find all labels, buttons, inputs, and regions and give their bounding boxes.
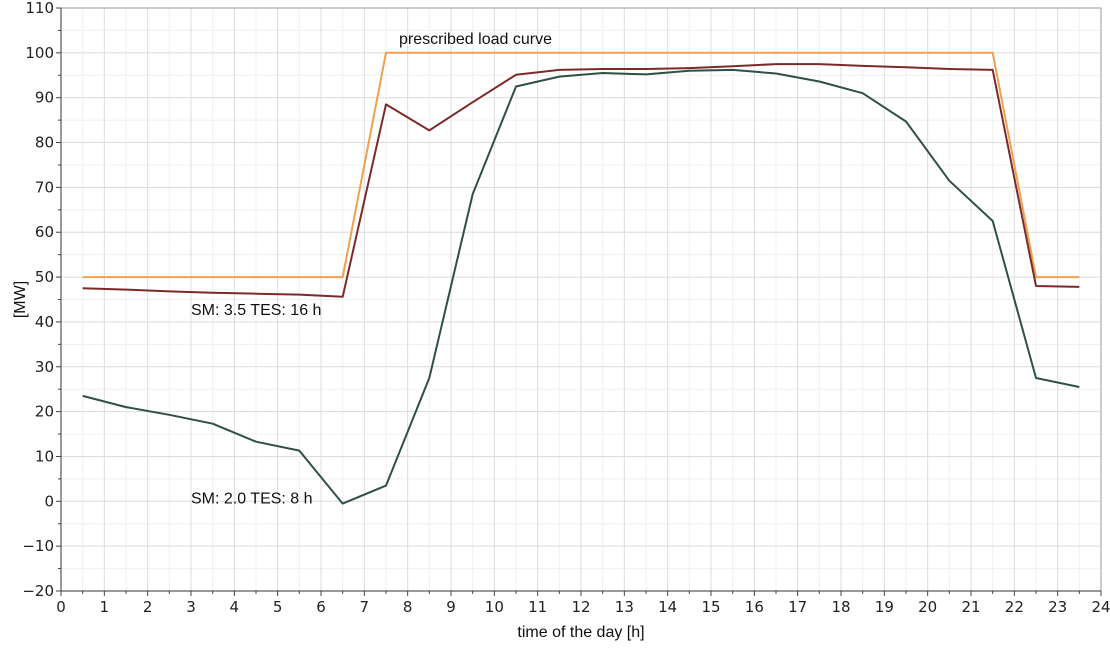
x-axis-label: time of the day [h] [517,624,644,641]
x-tick-label: 20 [918,598,937,616]
series-line-1 [82,51,1080,279]
y-tick-label: −10 [22,537,54,555]
annotations: prescribed load curve SM: 3.5 TES: 16 h SM… [191,31,552,508]
series-group [82,51,1080,505]
x-tick-label: 3 [186,598,196,616]
y-tick-label: 40 [35,313,54,331]
x-tick-label: 6 [316,598,326,616]
x-tick-label: 15 [701,598,720,616]
y-tick-label: 60 [35,223,54,241]
x-tick-label: 21 [961,598,980,616]
x-tick-label: 8 [403,598,413,616]
y-tick-label: 30 [35,358,54,376]
x-tick-label: 2 [143,598,153,616]
y-axis-label: [MW] [12,281,29,318]
x-tick-label: 18 [831,598,850,616]
y-tick-label: 90 [35,89,54,107]
y-tick-label: 100 [25,44,54,62]
annotation-label: SM: 2.0 TES: 8 h [191,491,313,508]
annotation-label: prescribed load curve [399,31,552,48]
y-tick-label: 10 [35,447,54,465]
y-tick-label: 70 [35,178,54,196]
x-tick-label: 10 [485,598,504,616]
x-tick-label: 4 [230,598,240,616]
y-tick-label: 50 [35,268,54,286]
x-tick-label: 22 [1005,598,1024,616]
y-tick-label: 0 [44,492,54,510]
x-tick-label: 0 [56,598,66,616]
x-tick-label: 16 [745,598,764,616]
x-tick-label: 7 [360,598,370,616]
x-tick-label: 1 [100,598,110,616]
y-tick-label: 80 [35,134,54,152]
x-tick-labels: 0 1 2 3 4 5 6 7 8 9 10 11 12 13 14 15 16 17 18 19 20 21 22 23 24 [56,598,1110,616]
y-tick-labels: −20 −10 0 10 20 30 40 50 60 70 80 90 100 110 [22,0,54,600]
y-tick-label: 110 [25,0,54,17]
x-tick-label: 14 [658,598,677,616]
x-tick-label: 19 [875,598,894,616]
x-tick-label: 13 [615,598,634,616]
y-tick-label: −20 [22,582,54,600]
x-tick-label: 23 [1048,598,1067,616]
x-tick-label: 5 [273,598,283,616]
axes [56,7,1102,596]
x-tick-label: 17 [788,598,807,616]
x-tick-label: 11 [528,598,547,616]
annotation-label: SM: 3.5 TES: 16 h [191,302,321,319]
x-tick-label: 9 [446,598,456,616]
series-line-2 [82,63,1080,298]
y-tick-label: 20 [35,403,54,421]
x-tick-label: 24 [1091,598,1110,616]
x-tick-label: 12 [571,598,590,616]
series-line-3 [82,68,1080,505]
